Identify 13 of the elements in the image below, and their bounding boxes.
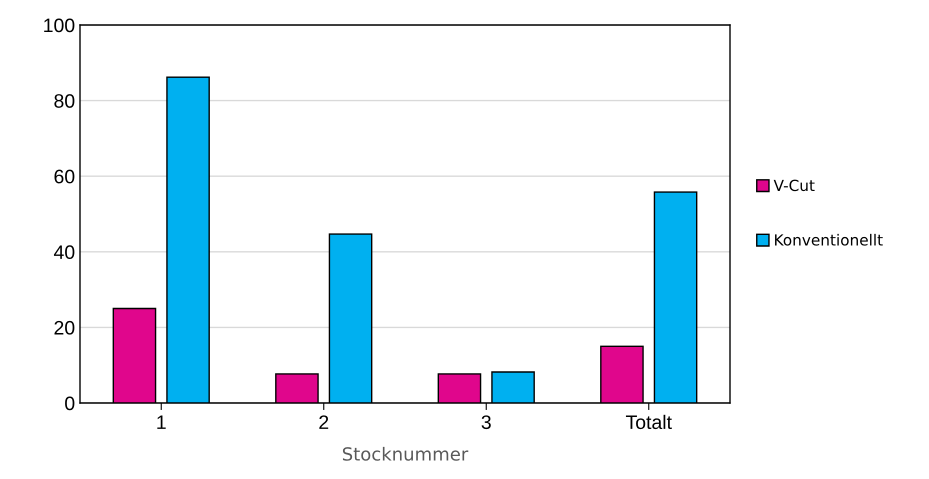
y-tick-label: 0 [65, 396, 74, 410]
y-tick-label: 80 [54, 94, 74, 108]
x-axis-title: Stocknummer [342, 446, 468, 461]
x-tick-label: 3 [482, 415, 491, 430]
y-tick-label: 20 [54, 320, 74, 335]
x-tick-label: 1 [157, 416, 166, 429]
legend-label: V-Cut [774, 180, 815, 192]
x-tick-label: 2 [319, 415, 328, 429]
y-tick-label: 100 [44, 18, 74, 32]
legend-label: Konventionellt [775, 234, 883, 246]
y-tick-label: 60 [54, 170, 74, 184]
y-tick-label: 40 [54, 245, 74, 260]
x-tick-label: Totalt [626, 414, 672, 430]
